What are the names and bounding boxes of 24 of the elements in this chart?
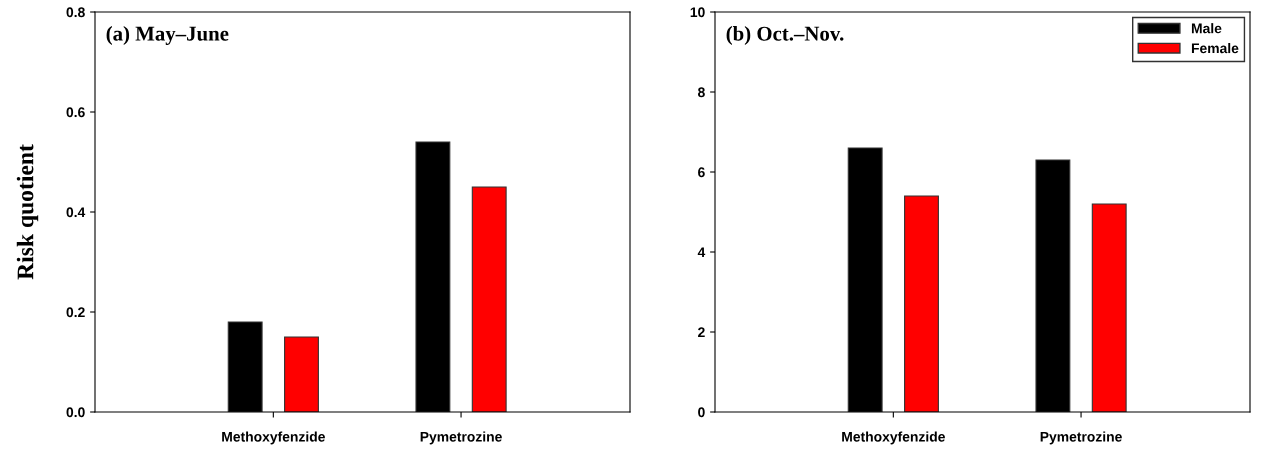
y-tick-label: 0 bbox=[698, 407, 705, 418]
y-tick-label: 6 bbox=[698, 167, 705, 178]
x-tick-label: Pymetrozine bbox=[1040, 431, 1122, 445]
x-tick-label: Methoxyfenzide bbox=[842, 431, 945, 445]
y-tick-label: 2 bbox=[698, 327, 705, 338]
y-tick-label: 10 bbox=[690, 7, 705, 18]
text: (b) Oct.–Nov. bbox=[726, 26, 844, 45]
y-axis-title: Risk quotient bbox=[16, 144, 39, 280]
y-tick-label: 0.8 bbox=[66, 7, 85, 18]
y-tick-label: 0.6 bbox=[66, 107, 85, 118]
legend-label: Female bbox=[1191, 43, 1239, 54]
bar bbox=[284, 336, 319, 412]
bar bbox=[904, 195, 939, 412]
legend-label: Male bbox=[1191, 23, 1222, 34]
y-tick-label: 0.2 bbox=[66, 307, 85, 318]
y-tick-label: 0.0 bbox=[66, 407, 85, 418]
y-tick-label: 4 bbox=[697, 247, 706, 258]
bar bbox=[1091, 203, 1127, 412]
y-tick-label: 0.4 bbox=[66, 207, 86, 218]
y-tick-label: 8 bbox=[697, 87, 705, 98]
text: (a) May–June bbox=[106, 26, 229, 45]
x-tick-label: Methoxyfenzide bbox=[222, 431, 325, 445]
bar bbox=[471, 186, 507, 412]
x-tick-label: Pymetrozine bbox=[420, 431, 502, 445]
